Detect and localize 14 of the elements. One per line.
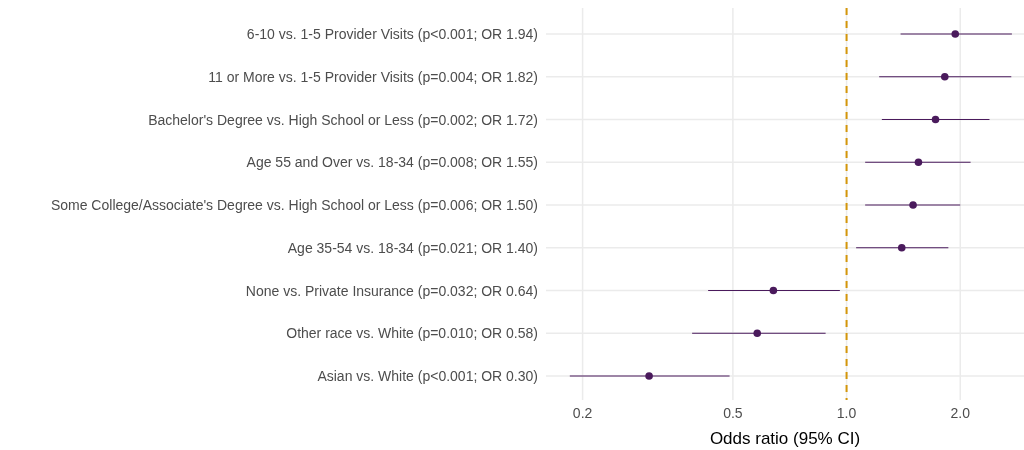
y-tick-label: 6-10 vs. 1-5 Provider Visits (p<0.001; OR 1.94) bbox=[246, 26, 538, 42]
y-tick-label: 11 or More vs. 1-5 Provider Visits (p=0.004; OR 1.82) bbox=[208, 68, 538, 85]
y-tick-label: Asian vs. White (p<0.001; OR 0.30) bbox=[317, 368, 538, 384]
x-tick-label: 0.2 bbox=[572, 405, 593, 421]
y-tick-label: Other race vs. White (p=0.010; OR 0.58) bbox=[286, 325, 538, 342]
x-tick-label: 2.0 bbox=[950, 405, 971, 421]
y-tick-label: Bachelor's Degree vs. High School or Less (p=0.002; OR 1.72) bbox=[148, 111, 538, 128]
x-tick-label: 1.0 bbox=[836, 405, 857, 421]
y-tick-label: Age 55 and Over vs. 18-34 (p=0.008; OR 1.55) bbox=[246, 154, 538, 171]
y-tick-label: Age 35-54 vs. 18-34 (p=0.021; OR 1.40) bbox=[287, 239, 538, 256]
y-tick-label: Some College/Associate's Degree vs. High School or Less (p=0.006; OR 1.50) bbox=[50, 197, 538, 213]
x-tick-label: 0.5 bbox=[723, 405, 743, 421]
x-axis-title: Odds ratio (95% CI) bbox=[709, 429, 861, 448]
y-tick-label: None vs. Private Insurance (p=0.032; OR 0.64) bbox=[245, 282, 538, 299]
